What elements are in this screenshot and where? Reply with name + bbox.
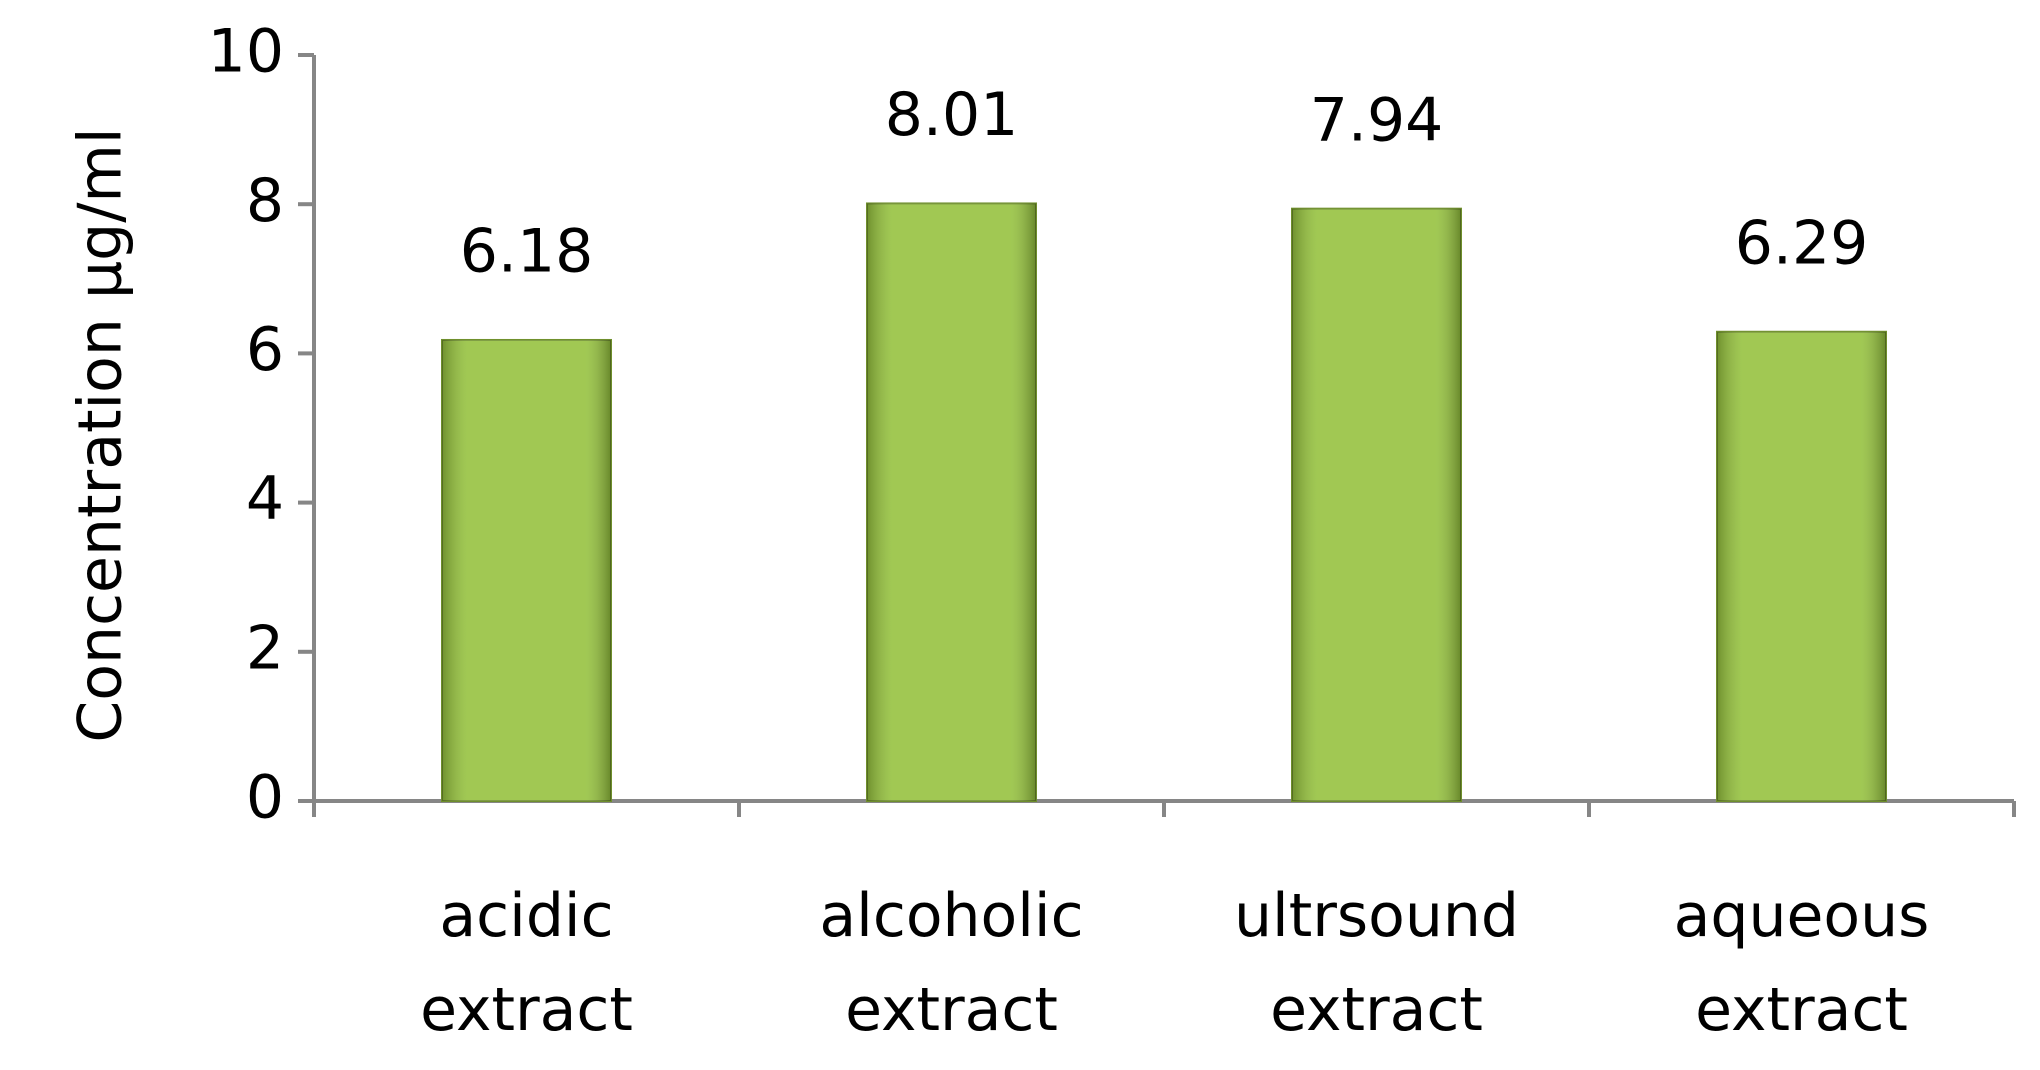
y-tick-label: 2 (246, 613, 284, 683)
bar (1716, 330, 1887, 802)
value-label: 6.18 (460, 217, 594, 287)
bar (1291, 207, 1462, 802)
value-label: 8.01 (885, 80, 1019, 150)
y-tick-label: 8 (246, 166, 284, 236)
value-label: 6.29 (1735, 208, 1869, 278)
y-tick-label: 6 (246, 315, 284, 385)
y-axis-label: Concentration µg/ml (66, 127, 136, 742)
x-tick-label: alcoholic extract (819, 881, 1084, 1045)
y-tick-label: 0 (246, 763, 284, 833)
bar (866, 202, 1037, 803)
x-tick-label: ultrsound extract (1234, 881, 1519, 1045)
x-tick-label: aqueous extract (1673, 881, 1930, 1045)
y-tick-label: 4 (246, 464, 284, 534)
y-tick-label: 10 (208, 17, 284, 87)
value-label: 7.94 (1310, 85, 1444, 155)
bar (441, 338, 612, 802)
x-tick-label: acidic extract (420, 881, 633, 1045)
